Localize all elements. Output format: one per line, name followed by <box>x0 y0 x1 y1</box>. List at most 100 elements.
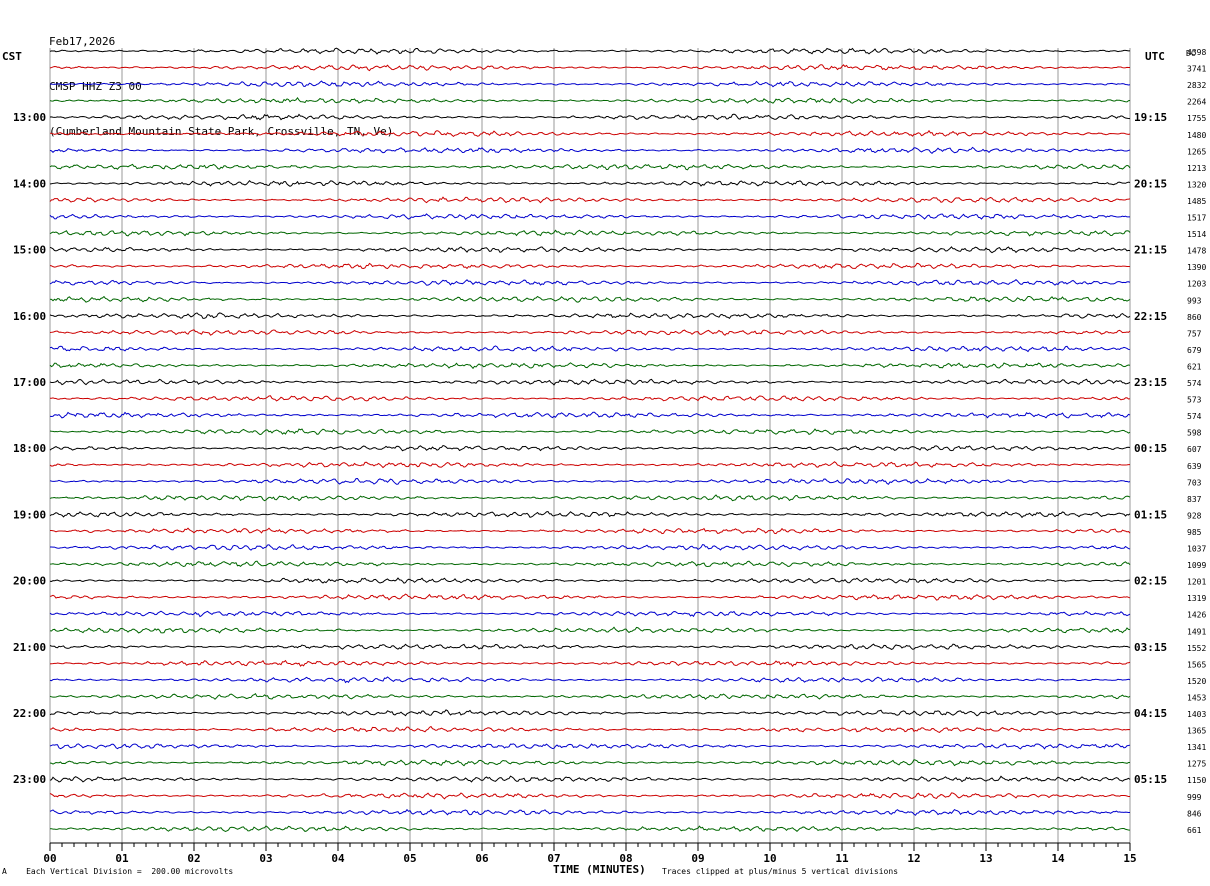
dc-offset-label: 4398 <box>1187 48 1206 57</box>
x-tick-label: 06 <box>475 852 489 865</box>
cst-hour-label: 19:00 <box>13 508 46 521</box>
dc-offset-label: 1755 <box>1187 114 1206 123</box>
trace-row-27 <box>49 494 1131 502</box>
trace-row-20 <box>49 378 1131 386</box>
cst-axis-title: CST <box>2 50 22 63</box>
cst-hour-label: 17:00 <box>13 376 46 389</box>
dc-offset-label: 1478 <box>1187 247 1206 256</box>
dc-offset-label: 999 <box>1187 793 1202 802</box>
grid-lines <box>49 48 1131 843</box>
header-date: Feb17,2026 <box>49 35 116 48</box>
cst-hour-label: 16:00 <box>13 310 46 323</box>
x-tick-label: 03 <box>259 852 272 865</box>
dc-offset-label: 1491 <box>1187 627 1206 636</box>
trace-row-45 <box>49 792 1131 800</box>
trace-row-44 <box>49 775 1131 783</box>
x-tick-label: 05 <box>403 852 416 865</box>
dc-offset-label: 928 <box>1187 511 1202 520</box>
trace-row-28 <box>49 510 1131 519</box>
dc-offset-label: 993 <box>1187 296 1202 305</box>
trace-row-26 <box>49 478 1131 485</box>
utc-hour-label: 03:15 <box>1134 641 1167 654</box>
x-tick-label: 04 <box>331 852 345 865</box>
clip-note: Traces clipped at plus/minus 5 vertical … <box>662 867 899 876</box>
division-note: Each Vertical Division = 200.00 microvol… <box>26 867 234 876</box>
corner-mark: A <box>2 867 7 876</box>
trace-row-39 <box>49 693 1131 700</box>
utc-hour-label: 04:15 <box>1134 707 1167 720</box>
dc-offset-label: 1390 <box>1187 263 1206 272</box>
trace-row-11 <box>49 229 1131 237</box>
trace-row-32 <box>49 577 1131 584</box>
trace-row-40 <box>49 709 1131 717</box>
x-tick-label: 10 <box>763 852 776 865</box>
dc-offset-label: 1517 <box>1187 214 1206 223</box>
dc-offset-label: 1341 <box>1187 743 1206 752</box>
trace-row-43 <box>49 759 1131 767</box>
dc-offset-label: 1319 <box>1187 594 1206 603</box>
utc-hour-label: 01:15 <box>1134 508 1167 521</box>
dc-offset-label: 985 <box>1187 528 1202 537</box>
dc-offset-label: 1320 <box>1187 180 1206 189</box>
dc-offset-label: 1037 <box>1187 545 1206 554</box>
trace-row-18 <box>49 345 1131 353</box>
x-tick-label: 02 <box>187 852 200 865</box>
x-tick-label: 00 <box>43 852 56 865</box>
trace-row-12 <box>49 246 1131 254</box>
x-axis-title: TIME (MINUTES) <box>553 863 646 876</box>
dc-offset-label: 1565 <box>1187 660 1206 669</box>
trace-row-24 <box>49 444 1131 452</box>
x-tick-label: 12 <box>907 852 920 865</box>
trace-row-29 <box>49 527 1131 535</box>
x-tick-label: 13 <box>979 852 992 865</box>
dc-offset-label: 574 <box>1187 379 1202 388</box>
trace-row-33 <box>49 593 1131 601</box>
trace-row-22 <box>49 411 1131 419</box>
cst-hour-label: 14:00 <box>13 177 46 190</box>
trace-row-16 <box>49 312 1131 320</box>
dc-offset-label: 661 <box>1187 826 1202 835</box>
utc-hour-label: 21:15 <box>1134 244 1167 257</box>
dc-offset-label: 1453 <box>1187 693 1206 702</box>
dc-offset-label: 1265 <box>1187 147 1206 156</box>
trace-row-21 <box>49 395 1131 402</box>
utc-hour-label: 19:15 <box>1134 111 1167 124</box>
x-tick-label: 07 <box>547 852 560 865</box>
time-axis: 00 01 02 03 04 05 06 07 08 09 10 11 12 13 14 15 <box>43 842 1137 865</box>
dc-offset-label: 1485 <box>1187 197 1206 206</box>
dc-offset-label: 1150 <box>1187 776 1206 785</box>
dc-offset-label: 3741 <box>1187 65 1206 74</box>
trace-row-1 <box>49 64 1131 72</box>
trace-row-42 <box>49 743 1131 750</box>
dc-offset-label: 703 <box>1187 478 1202 487</box>
dc-offset-label: 598 <box>1187 429 1202 438</box>
trace-row-15 <box>49 295 1131 303</box>
cst-hour-label: 23:00 <box>13 773 46 786</box>
trace-row-14 <box>49 279 1131 286</box>
cst-hour-label: 13:00 <box>13 111 46 124</box>
trace-row-9 <box>49 196 1131 204</box>
trace-row-7 <box>49 163 1131 171</box>
dc-offset-label: 1520 <box>1187 677 1206 686</box>
trace-row-19 <box>49 362 1131 370</box>
row-labels: 4398 3741 2832 2264 1755 1480 1265 1213 1320 1485… <box>13 48 1206 835</box>
dc-offset-label: 846 <box>1187 809 1202 818</box>
trace-row-25 <box>49 461 1131 469</box>
dc-offset-label: 2832 <box>1187 81 1206 90</box>
dc-offset-label: 639 <box>1187 462 1202 471</box>
trace-row-0 <box>49 47 1131 55</box>
x-tick-label: 09 <box>691 852 704 865</box>
x-tick-label: 01 <box>115 852 129 865</box>
trace-row-10 <box>49 213 1131 221</box>
trace-row-5 <box>49 129 1131 138</box>
footer-division-note: A Each Vertical Division = 200.00 microv… <box>2 867 233 876</box>
trace-row-8 <box>49 180 1131 187</box>
dc-offset-label: 1213 <box>1187 164 1206 173</box>
utc-hour-label: 22:15 <box>1134 310 1167 323</box>
dc-offset-label: 1514 <box>1187 230 1206 239</box>
trace-row-47 <box>49 825 1131 832</box>
trace-row-41 <box>49 725 1131 734</box>
trace-row-35 <box>49 626 1131 634</box>
x-tick-label: 15 <box>1123 852 1136 865</box>
utc-hour-label: 00:15 <box>1134 442 1167 455</box>
